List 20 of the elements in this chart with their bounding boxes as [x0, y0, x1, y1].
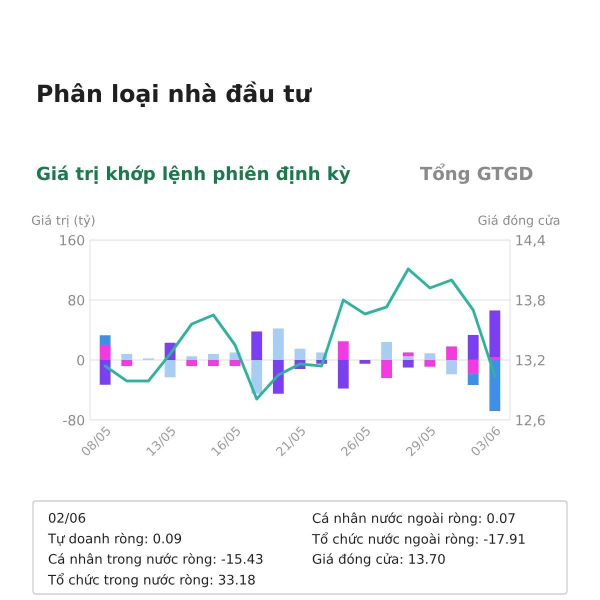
y-tick-label: 160 [60, 234, 84, 246]
text: Tự doanh ròng: 0.09 [48, 532, 182, 546]
chart-title: Phân loại nhà đầu tư [38, 81, 312, 108]
text: 02/06 [48, 512, 86, 524]
text: Giá đóng cửa: 13.70 [312, 553, 445, 567]
text: Cá nhân nước ngoài ròng: 0.07 [312, 512, 515, 526]
text: Cá nhân trong nước ròng: -15.43 [48, 553, 262, 566]
y-tick-label: 0 [77, 354, 84, 366]
text: Tổ chức nước ngoài ròng: -17.91 [312, 532, 525, 546]
y2-axis-title: Giá đóng cửa [478, 214, 560, 228]
y-tick-label: -80 [63, 414, 84, 426]
y2-tick-label: 13,8 [516, 294, 545, 307]
y-tick-label: 80 [68, 294, 84, 306]
text: Tổ chức trong nước ròng: 33.18 [48, 573, 255, 588]
y2-tick-label: 12,6 [516, 414, 545, 427]
y2-tick-label: 13,2 [516, 354, 544, 367]
y2-tick-label: 14,4 [516, 235, 546, 247]
y-axis-title: Giá trị (tỷ) [32, 214, 94, 228]
text: Tổng GTGD [420, 164, 532, 184]
chart-subtitle: Giá trị khớp lệnh phiên định kỳ [36, 166, 350, 184]
